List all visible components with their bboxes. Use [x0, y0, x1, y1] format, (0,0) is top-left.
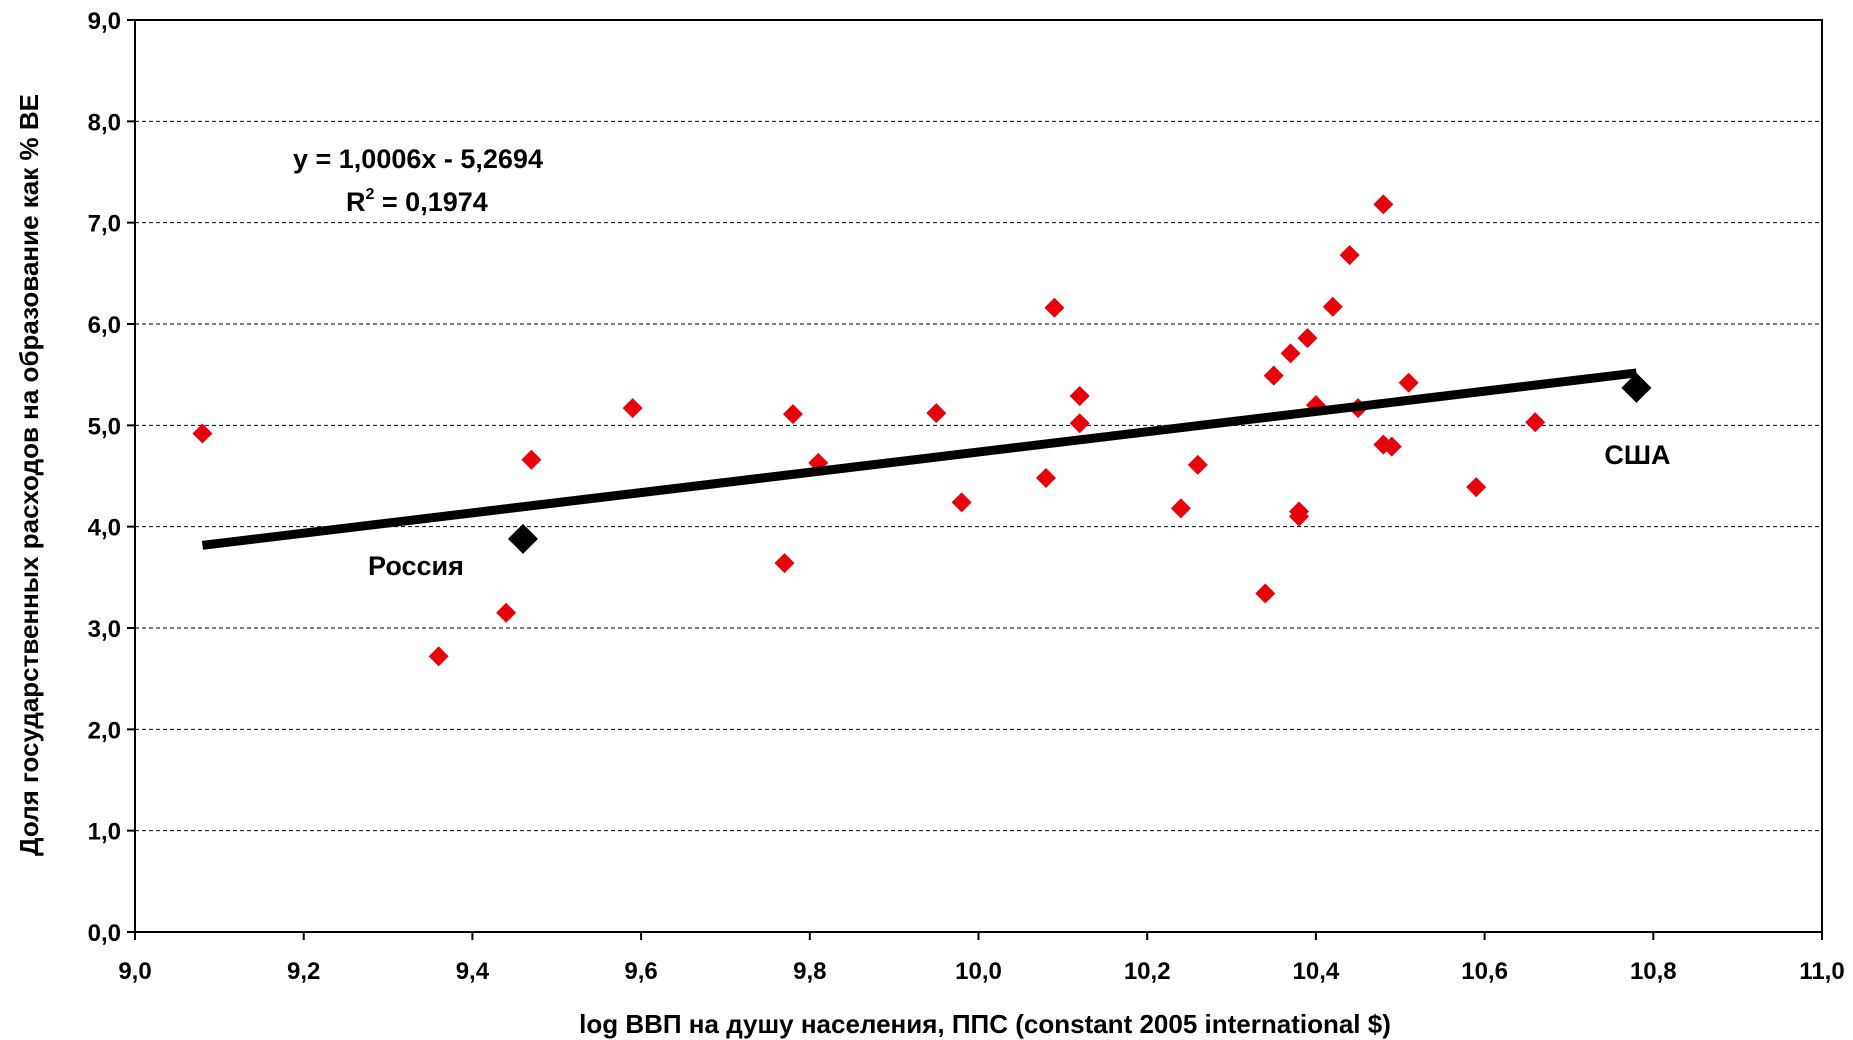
trendline	[201, 368, 1637, 550]
x-tick-label: 9,8	[793, 958, 826, 985]
y-tick-label: 6,0	[88, 312, 121, 339]
y-tick-label: 7,0	[88, 211, 121, 238]
data-point	[1255, 583, 1276, 604]
data-point	[1069, 413, 1090, 434]
data-point	[192, 423, 213, 444]
data-point	[1381, 436, 1402, 457]
x-tick-label: 9,0	[118, 958, 151, 985]
data-point	[1280, 343, 1301, 364]
data-point	[1035, 468, 1056, 489]
data-point	[1466, 477, 1487, 498]
y-tick-label: 4,0	[88, 515, 121, 542]
data-point	[1525, 412, 1546, 433]
data-point	[1069, 385, 1090, 406]
y-tick-label: 5,0	[88, 413, 121, 440]
r-squared-letter: R	[346, 187, 366, 217]
data-point	[1339, 245, 1360, 266]
x-axis-title: log ВВП на душу населения, ППС (constant…	[579, 1009, 1391, 1039]
data-point	[1187, 454, 1208, 475]
x-tick-label: 10,2	[1124, 958, 1171, 985]
gridlines	[135, 120, 1822, 832]
r-squared-value: = 0,1974	[374, 187, 487, 217]
data-points	[192, 194, 1546, 667]
x-tick-label: 10,4	[1293, 958, 1340, 985]
data-point	[521, 449, 542, 470]
x-axis-ticks: 9,0 9,2 9,4 9,6 9,8 10,0 10,2 10,4 10,6 10,8 11,0	[118, 932, 1845, 985]
y-tick-label: 2,0	[88, 717, 121, 744]
point-label: Россия	[368, 551, 464, 581]
x-tick-label: 10,0	[955, 958, 1002, 985]
highlighted-point	[1621, 372, 1652, 403]
r-squared-superscript: 2	[366, 186, 375, 203]
y-tick-label: 3,0	[88, 616, 121, 643]
y-tick-label: 1,0	[88, 819, 121, 846]
data-point	[782, 404, 803, 425]
r-squared-label: R2 = 0,1974	[346, 186, 488, 217]
data-point	[1297, 328, 1318, 349]
data-point	[496, 602, 517, 623]
data-point	[951, 492, 972, 513]
data-point	[1044, 297, 1065, 318]
highlighted-points: Россия США	[368, 372, 1671, 581]
point-label: США	[1604, 440, 1670, 470]
x-tick-label: 10,8	[1630, 958, 1677, 985]
x-tick-label: 9,2	[287, 958, 320, 985]
data-point	[622, 398, 643, 419]
data-point	[1398, 372, 1419, 393]
x-tick-label: 9,4	[456, 958, 490, 985]
data-point	[926, 403, 947, 424]
x-tick-label: 11,0	[1799, 958, 1844, 985]
y-axis-ticks: 0,0 1,0 2,0 3,0 4,0 5,0 6,0 7,0 8,0 9,0	[88, 8, 135, 947]
trendline-equation: y = 1,0006x - 5,2694	[293, 144, 543, 174]
y-tick-label: 0,0	[88, 920, 121, 947]
data-point	[1373, 194, 1394, 215]
x-tick-label: 10,6	[1461, 958, 1508, 985]
data-point	[774, 553, 795, 574]
data-point	[1263, 365, 1284, 386]
y-tick-label: 8,0	[88, 109, 121, 136]
y-axis-title: Доля государственных расходов на образов…	[14, 94, 44, 856]
data-point	[1289, 506, 1310, 527]
data-point	[428, 646, 449, 667]
data-point	[1322, 296, 1343, 317]
data-point	[1170, 498, 1191, 519]
y-tick-label: 9,0	[88, 8, 121, 35]
highlighted-point	[508, 523, 539, 554]
x-tick-label: 9,6	[624, 958, 657, 985]
